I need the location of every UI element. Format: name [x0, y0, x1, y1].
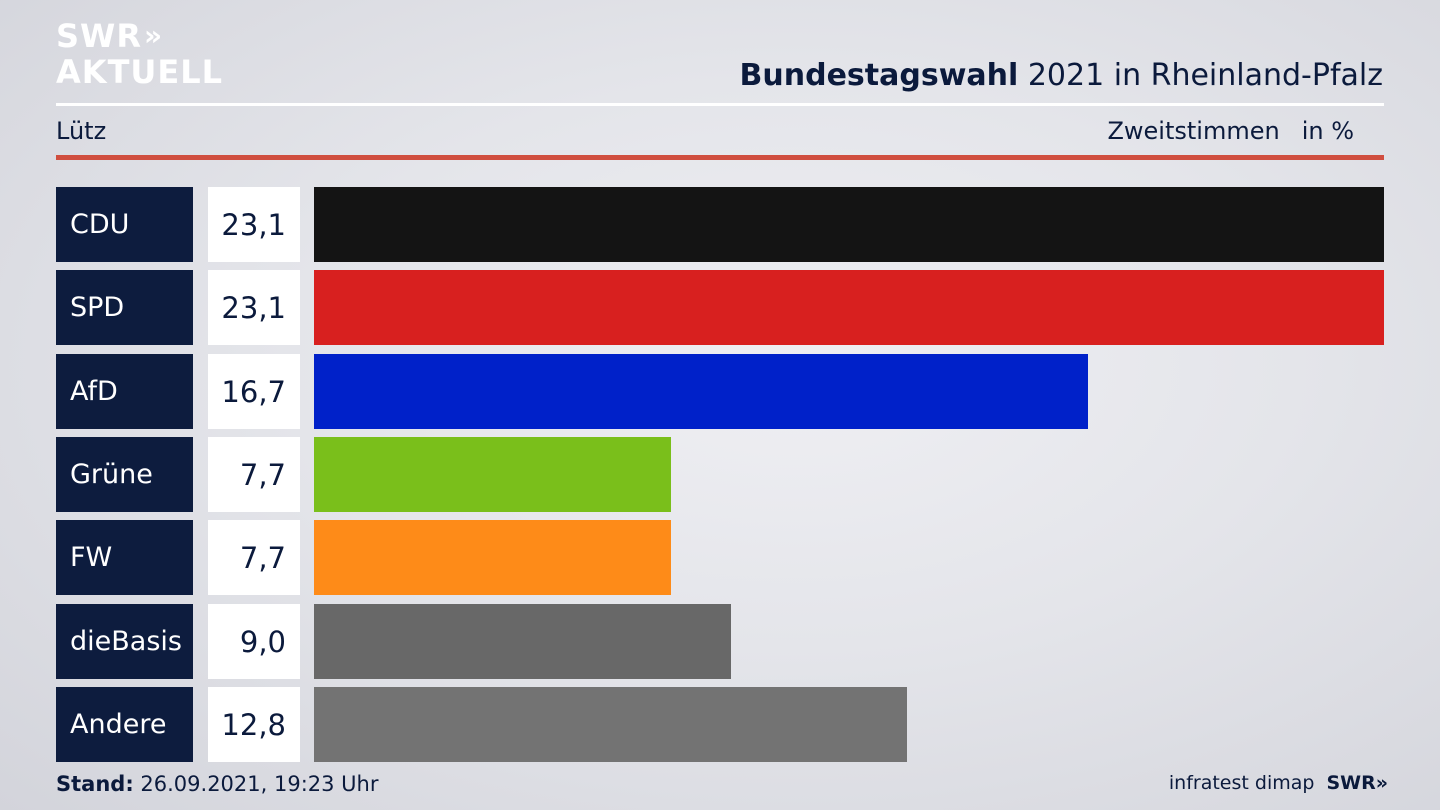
bar: [314, 187, 1384, 262]
value-label: 23,1: [208, 270, 300, 345]
value-label: 23,1: [208, 187, 300, 262]
party-label: AfD: [56, 354, 193, 429]
bar-row: CDU 23,1: [56, 187, 1384, 262]
stand-value: 26.09.2021, 19:23 Uhr: [133, 772, 379, 796]
source-text: infratest dimap: [1168, 772, 1315, 794]
party-label: Grüne: [56, 437, 193, 512]
stand-label: Stand:: [56, 772, 134, 796]
bar-row: Grüne 7,7: [56, 437, 1384, 512]
bar: [314, 687, 907, 762]
bar-row: Andere 12,8: [56, 687, 1384, 762]
value-label: 7,7: [208, 437, 300, 512]
party-label: FW: [56, 520, 193, 595]
logo-aktuell-text: AKTUELL: [56, 53, 224, 91]
bar: [314, 520, 671, 595]
swr-logo: SWR»: [1326, 772, 1388, 794]
bar-row: SPD 23,1: [56, 270, 1384, 345]
bar-row: FW 7,7: [56, 520, 1384, 595]
title-bold: Bundestagswahl: [739, 58, 1019, 93]
value-label: 9,0: [208, 604, 300, 679]
header-divider: [56, 103, 1384, 106]
value-label: 7,7: [208, 520, 300, 595]
bar-row: AfD 16,7: [56, 354, 1384, 429]
accent-divider: [56, 155, 1384, 160]
value-label: 12,8: [208, 687, 300, 762]
swr-chevron-icon: »: [1375, 772, 1388, 794]
title-rest: 2021 in Rheinland-Pfalz: [1018, 58, 1383, 93]
value-label: 16,7: [208, 354, 300, 429]
party-label: dieBasis: [56, 604, 193, 679]
region-label: Lütz: [56, 117, 107, 145]
logo-chevron-icon: »: [143, 19, 162, 52]
chart-title: Bundestagswahl 2021 in Rheinland-Pfalz: [740, 58, 1383, 93]
source-credit: infratest dimap SWR»: [1168, 772, 1388, 794]
timestamp: Stand: 26.09.2021, 19:23 Uhr: [56, 772, 379, 796]
bar: [314, 604, 731, 679]
logo-swr-text: SWR: [56, 17, 142, 55]
bar: [314, 354, 1088, 429]
swr-logo-text: SWR: [1326, 772, 1376, 794]
party-label: SPD: [56, 270, 193, 345]
bar: [314, 437, 671, 512]
measure-text: Zweitstimmen: [1107, 117, 1280, 145]
unit-text: in %: [1301, 117, 1354, 145]
swr-aktuell-logo: SWR» AKTUELL: [56, 18, 223, 90]
party-label: Andere: [56, 687, 193, 762]
measure-label: Zweitstimmen in %: [1107, 117, 1354, 145]
party-label: CDU: [56, 187, 193, 262]
bar: [314, 270, 1384, 345]
bar-row: dieBasis 9,0: [56, 604, 1384, 679]
